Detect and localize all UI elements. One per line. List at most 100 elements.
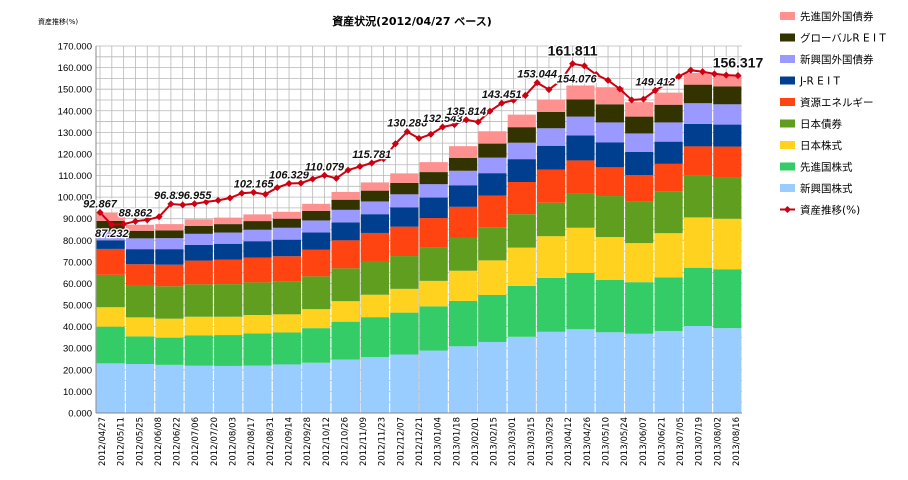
bar-segment: [214, 232, 243, 244]
bar-segment: [507, 214, 536, 248]
y-tick-label: 160.000: [58, 63, 92, 74]
bar-segment: [302, 276, 331, 310]
line-point: [320, 171, 329, 179]
bar-segment: [478, 195, 507, 228]
bar-segment: [478, 143, 507, 158]
x-tick-label: 2013/03/15: [527, 417, 537, 466]
x-tick-label: 2012/07/20: [210, 417, 220, 466]
data-label: 115.781: [352, 149, 391, 161]
line-point: [486, 107, 494, 115]
data-label: 153.044: [517, 69, 557, 81]
bar-segment: [360, 294, 390, 318]
bar-segment: [96, 240, 125, 249]
bar-segment: [683, 175, 713, 218]
bar-segment: [302, 232, 331, 250]
bar-segment: [390, 194, 419, 208]
bar-segment: [419, 350, 448, 413]
bar-segment: [625, 151, 654, 176]
line-point: [380, 155, 388, 163]
x-tick-label: 2012/09/28: [303, 417, 313, 466]
bar-segment: [272, 211, 301, 219]
bar-segment: [96, 212, 125, 221]
x-tick-label: 2013/08/16: [732, 417, 742, 466]
x-tick-label: 2013/05/10: [601, 417, 611, 466]
bar-segment: [360, 182, 390, 191]
line-point: [332, 174, 340, 182]
bar-segment: [243, 214, 272, 222]
x-tick-label: 2012/05/25: [135, 417, 145, 466]
bar-segment: [566, 193, 595, 228]
x-tick-label: 2012/11/09: [359, 417, 369, 466]
y-tick-label: 10.000: [63, 387, 92, 398]
bar-segment: [625, 116, 654, 134]
bar-segment: [683, 72, 713, 85]
legend-swatch: [780, 98, 795, 106]
legend-label: 日本株式: [800, 139, 842, 152]
bar-segment: [155, 264, 184, 287]
y-tick-label: 150.000: [58, 85, 92, 96]
bar-segment: [390, 226, 419, 257]
bar-segment: [683, 84, 713, 104]
line-point: [628, 96, 636, 104]
data-label: 132.543: [423, 113, 463, 125]
bar-segment: [125, 317, 155, 337]
bar-segment: [360, 190, 390, 202]
bar-segment: [96, 326, 125, 364]
data-label: 143.451: [482, 89, 522, 101]
bar-segment: [713, 146, 742, 178]
bar-segment: [595, 87, 624, 105]
y-tick-label: 20.000: [63, 365, 92, 376]
bar-segment: [390, 288, 419, 313]
legend-swatch: [780, 184, 795, 192]
data-label: 88.862: [119, 207, 153, 219]
line-point: [403, 128, 411, 136]
x-tick-label: 2013/01/04: [434, 417, 444, 466]
bar-segment: [272, 332, 301, 365]
data-label: 110.079: [305, 161, 345, 173]
bar-segment: [214, 316, 243, 336]
line-point: [498, 99, 506, 107]
bar-segment: [478, 173, 507, 196]
bar-segment: [331, 321, 360, 360]
line-point: [202, 198, 210, 206]
bar-segment: [595, 332, 624, 413]
bar-segment: [390, 354, 419, 413]
x-tick-label: 2013/07/05: [676, 417, 686, 466]
bar-segment: [566, 227, 595, 273]
bar-segment: [478, 341, 507, 413]
x-tick-label: 2012/07/06: [191, 417, 201, 466]
legend-label: グローバルR E I T: [800, 32, 886, 45]
line-point: [699, 68, 707, 76]
bar-segment: [654, 92, 683, 105]
bar-segment: [507, 159, 536, 183]
bar-segment: [125, 264, 155, 285]
y-tick-label: 170.000: [58, 42, 92, 53]
line-point: [131, 217, 139, 225]
bar-segment: [214, 224, 243, 233]
data-label: 130.286: [387, 118, 428, 130]
line-point: [734, 72, 742, 80]
x-tick-label: 2012/08/17: [247, 417, 257, 466]
line-point: [309, 175, 317, 183]
bar-segment: [125, 249, 155, 265]
legend-label: 新興国外国債券: [800, 53, 874, 66]
x-tick-label: 2012/05/11: [117, 417, 127, 466]
bar-segment: [360, 357, 390, 413]
bar-segment: [537, 277, 566, 332]
bar-segment: [654, 330, 683, 413]
x-tick-label: 2012/04/27: [98, 417, 108, 466]
line-point: [155, 213, 163, 221]
bar-segment: [243, 257, 272, 283]
bar-segment: [448, 170, 478, 186]
line-point: [167, 200, 175, 208]
line-point: [297, 179, 305, 187]
bar-segment: [507, 336, 536, 413]
bar-segment: [478, 294, 507, 342]
bar-segment: [448, 206, 478, 238]
data-label: 149.412: [635, 76, 675, 88]
y-tick-label: 140.000: [58, 106, 92, 117]
line-point: [108, 221, 116, 229]
bar-segment: [537, 169, 566, 203]
bar-segment: [448, 157, 478, 171]
bar-segment: [419, 218, 448, 248]
